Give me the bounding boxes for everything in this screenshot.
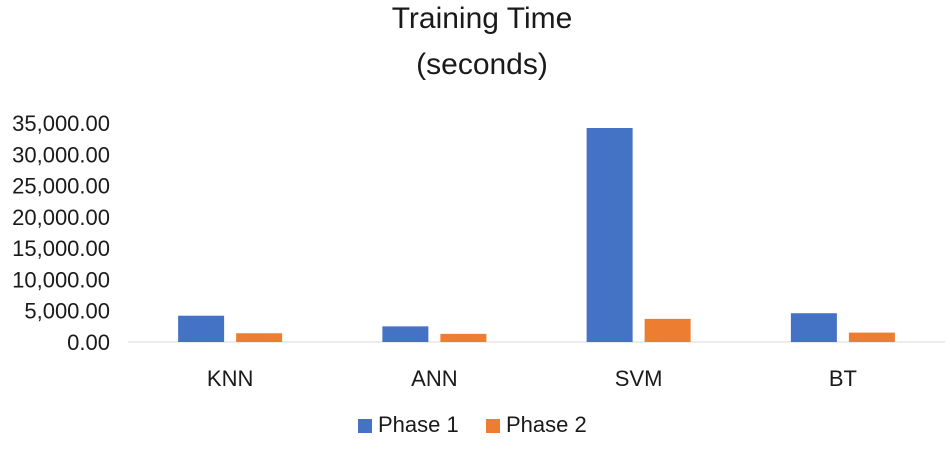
y-tick-label: 10,000.00 [12, 267, 110, 292]
x-tick-label: SVM [615, 366, 663, 391]
x-tick-label: KNN [207, 366, 253, 391]
legend-swatch [358, 419, 372, 433]
legend-label: Phase 2 [506, 412, 587, 437]
legend: Phase 1 Phase 2 [358, 412, 587, 437]
bars [178, 128, 895, 342]
y-tick-label: 5,000.00 [24, 299, 110, 324]
y-tick-label: 0.00 [67, 330, 110, 355]
legend-swatch [486, 419, 500, 433]
y-tick-label: 30,000.00 [12, 142, 110, 167]
bar-knn-series-1 [178, 315, 225, 342]
bar-ann-series-1 [382, 326, 429, 342]
bar-bt-series-1 [790, 313, 837, 342]
x-axis-labels: KNN ANN SVM BT [207, 366, 857, 391]
chart-title-line-1: Training Time [392, 2, 573, 35]
x-tick-label: ANN [411, 366, 457, 391]
y-tick-label: 20,000.00 [12, 205, 110, 230]
bar-svm-series-2 [644, 318, 691, 342]
bar-bt-series-2 [848, 332, 895, 342]
bar-svm-series-1 [586, 128, 633, 342]
x-tick-label: BT [829, 366, 857, 391]
bar-ann-series-2 [440, 333, 487, 342]
y-tick-label: 35,000.00 [12, 111, 110, 136]
y-tick-label: 25,000.00 [12, 174, 110, 199]
chart-title-line-2: (seconds) [416, 48, 548, 81]
y-axis-ticks: 0.00 5,000.00 10,000.00 15,000.00 20,000.00 2… [12, 111, 110, 355]
legend-label: Phase 1 [378, 412, 459, 437]
bar-knn-series-2 [236, 333, 283, 342]
y-tick-label: 15,000.00 [12, 236, 110, 261]
